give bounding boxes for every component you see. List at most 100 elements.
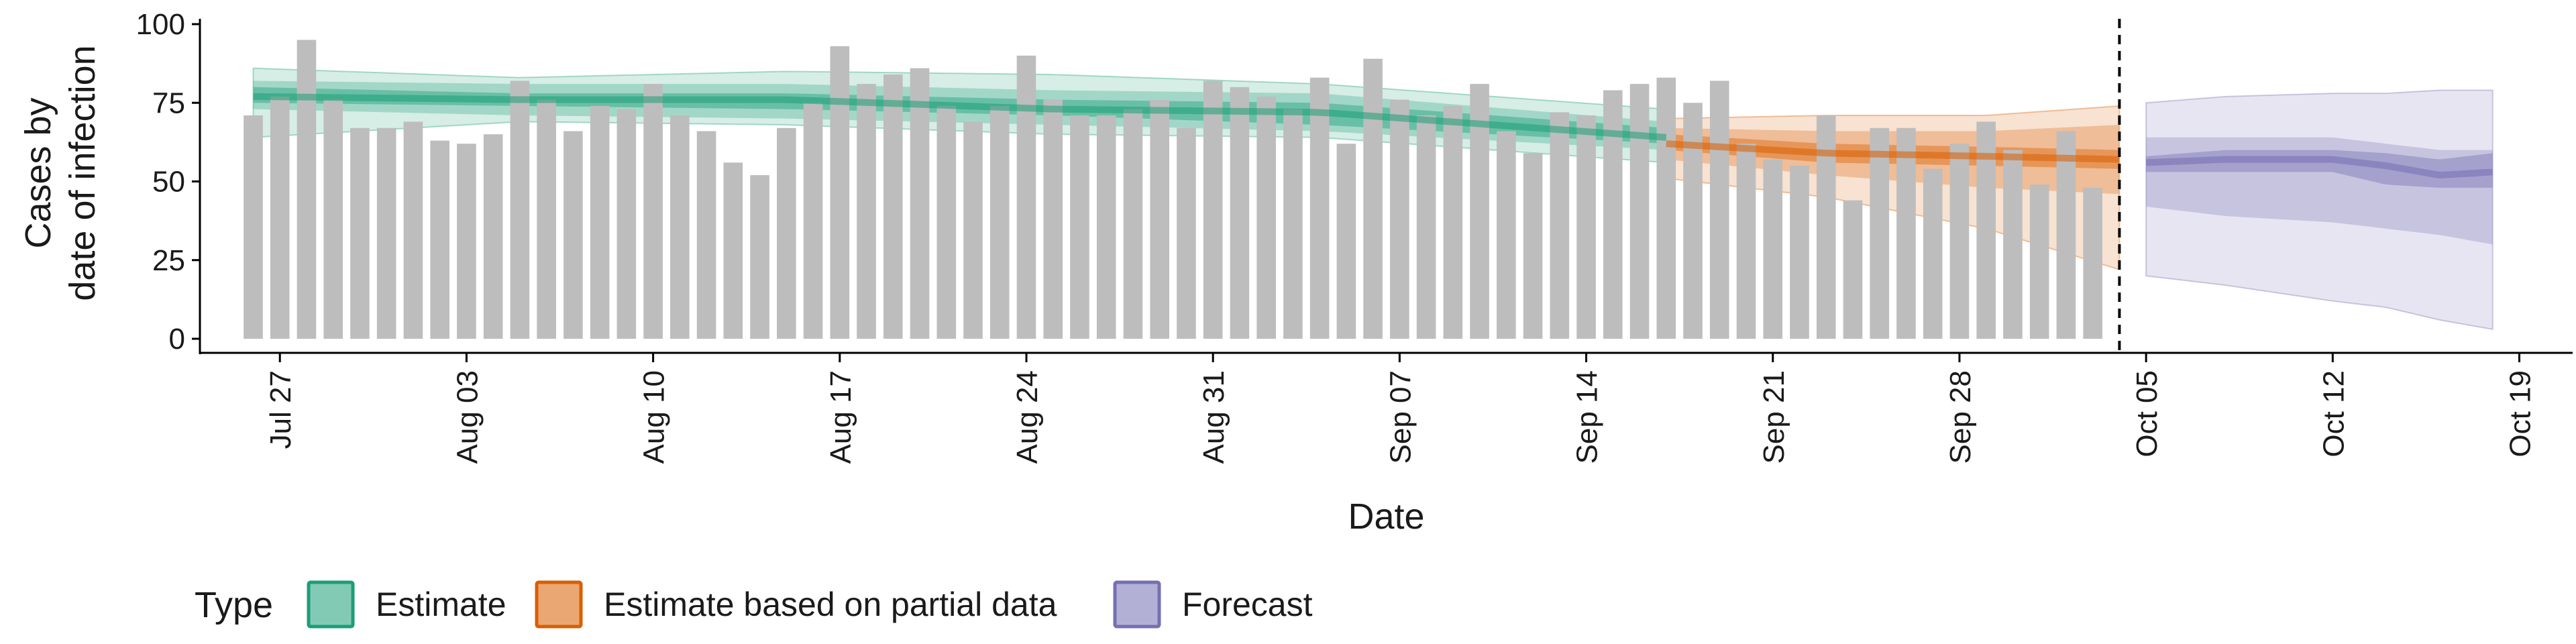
case-bar [564,131,583,339]
x-tick-label: Sep 07 [1384,370,1417,464]
y-tick-label: 75 [152,87,185,119]
y-tick-label: 25 [152,244,185,277]
median-line [2145,156,2493,179]
x-tick-label: Aug 31 [1197,370,1230,464]
case-bar [1070,115,1089,339]
case-bar [2003,150,2023,339]
case-bar [910,68,930,339]
y-tick-label: 100 [136,8,185,41]
case-bar [1603,90,1623,339]
case-bar [1016,55,1036,339]
case-bar [696,131,716,339]
case-bar [616,109,637,339]
case-bar [723,162,743,339]
case-bar [270,96,290,339]
x-tick-label: Sep 28 [1944,370,1977,464]
case-bar [1363,58,1383,339]
case-bar [1043,99,1063,339]
legend-title: Type [195,585,273,625]
case-bar [537,99,556,339]
case-bar [1550,112,1570,339]
median-line [1666,140,2120,163]
case-bar [376,127,396,339]
case-bar [510,80,530,339]
case-bar [1443,105,1463,339]
case-bar [1870,127,1890,339]
case-bar [670,115,690,339]
case-bar [1736,144,1756,339]
case-bar [643,84,663,339]
case-bar [1576,115,1596,339]
case-bar [1123,109,1143,339]
case-bar [803,103,823,339]
y-axis-title-line2: date of infection [62,45,103,301]
case-bar [1096,115,1116,339]
y-axis-ticks: 0 25 50 75 100 [136,8,200,356]
case-bar [1203,80,1223,339]
x-tick-label: Jul 27 [264,370,297,449]
case-bar [1336,144,1356,339]
legend-label: Estimate based on partial data [604,586,1057,623]
x-axis-title: Date [1348,496,1424,537]
median-line [253,93,1667,141]
case-bar [1816,115,1836,339]
case-bar [430,140,449,339]
case-bar [1309,77,1330,339]
case-bar [1177,127,1196,339]
case-bar [750,175,769,339]
case-bar [830,46,850,339]
x-tick-label: Aug 17 [824,370,857,464]
x-axis-ticks: Jul 27 Aug 03 Aug 10 Aug 17 Aug 24 Aug 31 Sep … [264,353,2537,464]
x-tick-label: Oct 19 [2504,370,2537,458]
case-bar [1709,80,1729,339]
case-bar [1763,159,1783,339]
case-bar [483,134,503,339]
case-bar [1497,131,1516,339]
legend-key [535,580,583,629]
legend-key [307,580,355,629]
band-mid [2146,137,2493,245]
x-tick-label: Aug 03 [451,370,484,464]
x-tick-label: Sep 14 [1571,370,1604,464]
case-bar [1230,87,1250,339]
case-bar [1949,144,1970,339]
case-bar [2056,131,2076,339]
x-tick-label: Sep 21 [1758,370,1790,464]
case-bar [2083,187,2102,339]
case-bar [936,105,957,339]
case-bar [1790,166,1809,339]
case-bar [777,127,796,339]
case-bar [1150,99,1169,339]
axes [199,19,2573,354]
case-bar [1896,127,1916,339]
case-bar [883,74,903,339]
x-tick-label: Aug 10 [638,370,671,464]
x-tick-label: Oct 05 [2131,370,2163,458]
case-bar [323,99,343,339]
case-bar [857,84,876,339]
case-bar [403,121,423,339]
y-tick-label: 0 [169,323,185,356]
case-bar [244,115,263,339]
x-tick-label: Aug 24 [1011,370,1044,464]
case-bar [1256,96,1276,339]
case-bar [1923,168,1943,339]
case-bar [963,121,983,339]
case-bar [989,105,1010,339]
case-bar [350,127,370,339]
case-bar [590,105,610,339]
legend-label: Estimate [376,586,506,623]
case-bar [1523,153,1543,339]
case-bars [244,40,2102,339]
band-outer [2145,89,2493,331]
case-bar [457,144,476,339]
case-bar [1390,99,1409,339]
y-axis-title-line1: Cases by [18,97,58,248]
case-bar [1656,77,1676,339]
case-bar [1843,200,1863,339]
legend-key [1113,580,1161,629]
case-bar [297,40,317,339]
case-bar [1683,103,1703,339]
case-bar [1283,109,1303,339]
